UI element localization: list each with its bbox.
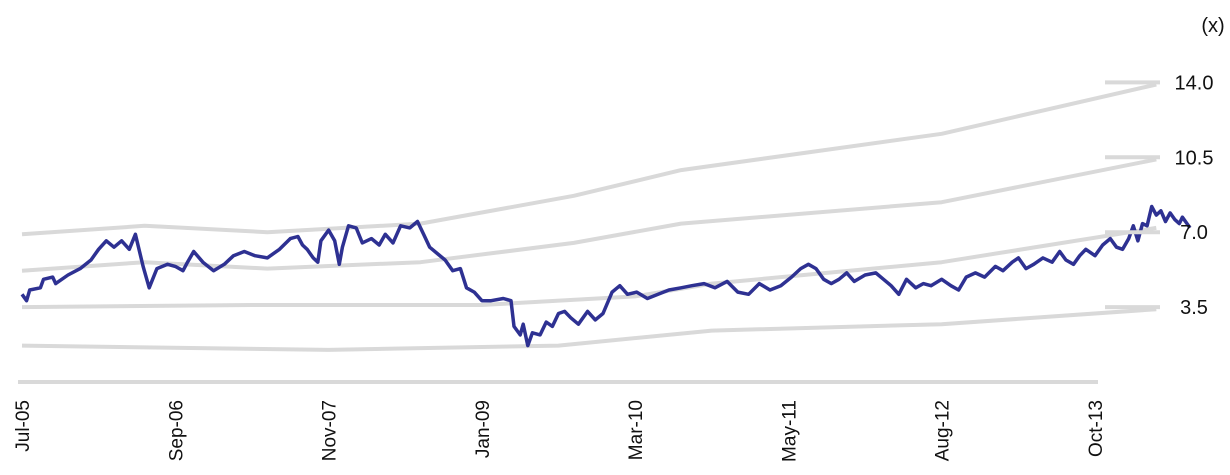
band-lines <box>21 82 1157 352</box>
x-tick-label: Jan-09 <box>473 400 494 458</box>
y-axis-markers <box>1105 80 1160 310</box>
x-tick-label: May-11 <box>779 400 800 462</box>
band-line-3 <box>21 225 1157 310</box>
y-unit-label: (x) <box>1201 15 1224 37</box>
y-axis-ticks: 14.0 10.5 7.0 3.5 <box>1175 72 1214 319</box>
band-line-4 <box>21 307 1157 352</box>
x-tick-label: Nov-07 <box>320 400 341 461</box>
x-tick-label: Aug-12 <box>933 400 954 461</box>
x-tick-label: Mar-10 <box>626 400 647 460</box>
x-tick-label: Oct-13 <box>1086 400 1107 457</box>
y-tick-label: 3.5 <box>1180 297 1208 319</box>
y-tick-label: 14.0 <box>1175 72 1214 94</box>
x-tick-label: Jul-05 <box>13 400 34 452</box>
x-tick-label: Sep-06 <box>166 400 187 461</box>
band-line-1 <box>21 82 1157 237</box>
x-axis-ticks: Jul-05 Sep-06 Nov-07 Jan-09 Mar-10 May-11 Aug-… <box>13 400 1107 462</box>
series-line-1 <box>20 204 1192 348</box>
y-tick-label: 7.0 <box>1180 222 1208 244</box>
band-line-2 <box>21 157 1157 273</box>
y-tick-label: 10.5 <box>1175 147 1214 169</box>
main-series <box>20 204 1192 348</box>
